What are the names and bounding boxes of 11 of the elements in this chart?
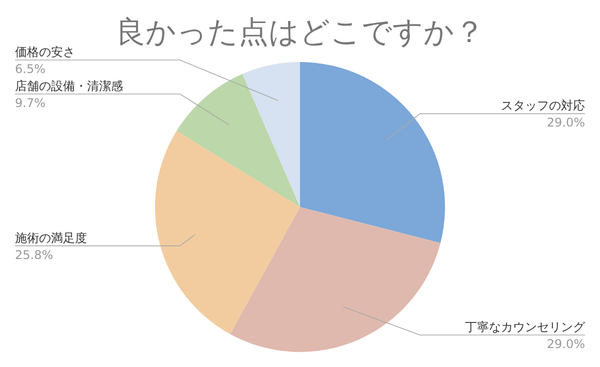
data-label: 9.7%	[15, 96, 46, 110]
data-label: 29.0%	[546, 116, 585, 130]
slice-label: 価格の安さ	[15, 45, 75, 59]
slice-label: 丁寧なカウンセリング	[465, 320, 586, 334]
slice-label: スタッフの対応	[501, 98, 585, 113]
title: 良かった点はどこですか？	[116, 15, 484, 50]
slice-label: 施術の満足度	[15, 230, 87, 245]
slice-label: 店舗の設備・清潔感	[15, 79, 123, 93]
data-label: 25.8%	[15, 248, 54, 262]
data-label: 29.0%	[546, 337, 585, 351]
data-label: 6.5%	[15, 62, 46, 76]
